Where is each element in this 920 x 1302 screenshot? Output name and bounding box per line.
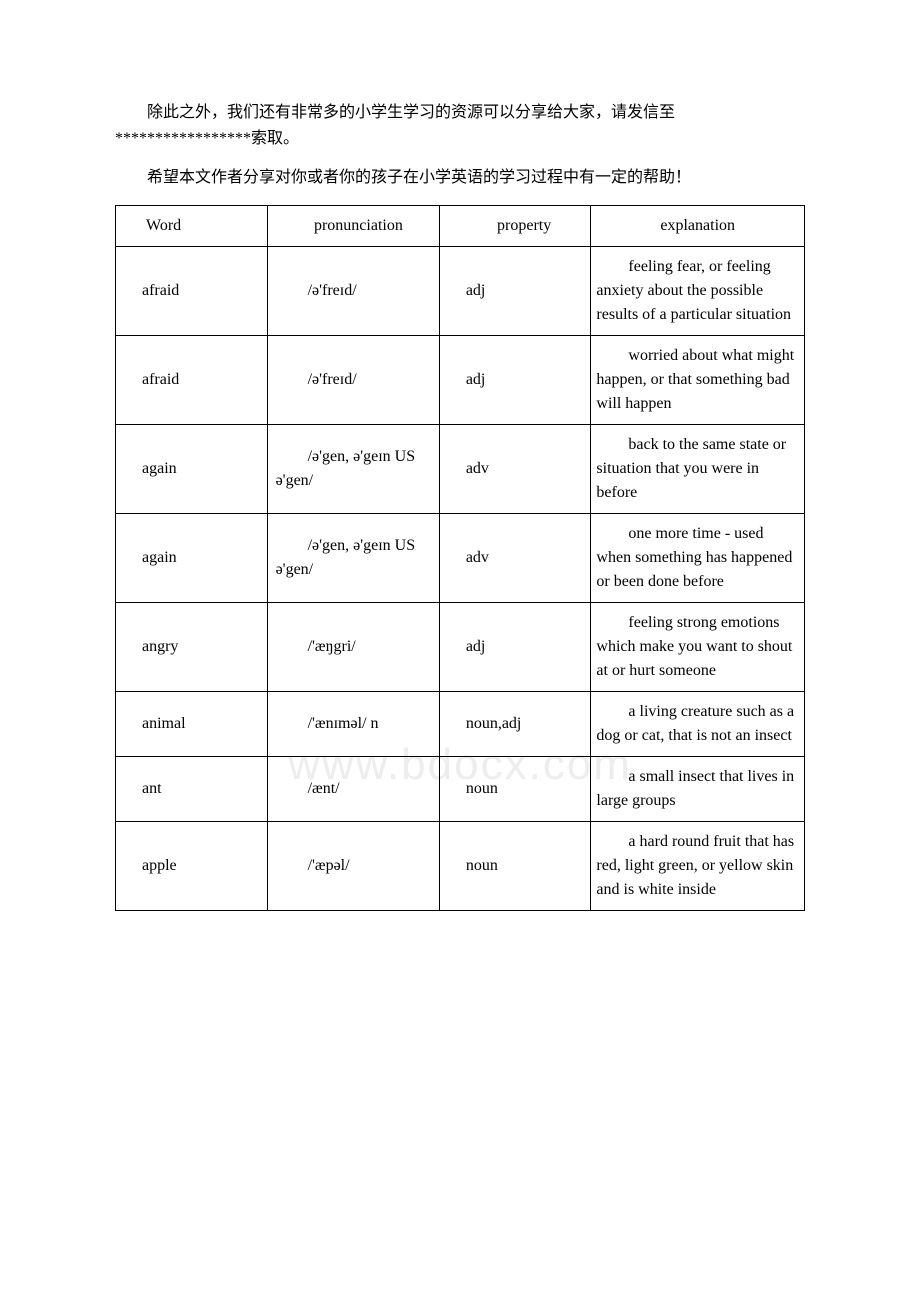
cell-explanation: one more time - used when something has … [591, 513, 805, 602]
cell-property: noun [439, 821, 591, 910]
cell-word: ant [116, 756, 268, 821]
cell-property: adj [439, 602, 591, 691]
table-row: apple /'æpəl/ noun a hard round fruit th… [116, 821, 805, 910]
cell-word: again [116, 513, 268, 602]
cell-property: noun,adj [439, 691, 591, 756]
intro-paragraph-2: 希望本文作者分享对你或者你的孩子在小学英语的学习过程中有一定的帮助！ [115, 165, 805, 191]
header-explanation: explanation [591, 205, 805, 246]
intro-paragraph-1: 除此之外，我们还有非常多的小学生学习的资源可以分享给大家，请发信至*******… [115, 100, 805, 151]
cell-word: animal [116, 691, 268, 756]
table-row: again /ə'gen, ə'geɪn US ə'gen/ adv one m… [116, 513, 805, 602]
cell-word: afraid [116, 246, 268, 335]
cell-word: angry [116, 602, 268, 691]
cell-property: adv [439, 424, 591, 513]
table-row: ant /ænt/ noun a small insect that lives… [116, 756, 805, 821]
cell-explanation: a small insect that lives in large group… [591, 756, 805, 821]
table-header-row: Word pronunciation property explanation [116, 205, 805, 246]
cell-word: again [116, 424, 268, 513]
cell-word: afraid [116, 335, 268, 424]
page: www.bdocx.com 除此之外，我们还有非常多的小学生学习的资源可以分享给… [115, 100, 805, 911]
cell-pronunciation: /ə'freɪd/ [267, 246, 439, 335]
cell-pronunciation: /'æpəl/ [267, 821, 439, 910]
cell-pronunciation: /'ænɪməl/ n [267, 691, 439, 756]
header-pronunciation: pronunciation [267, 205, 439, 246]
cell-explanation: feeling strong emotions which make you w… [591, 602, 805, 691]
table-row: afraid /ə'freɪd/ adj feeling fear, or fe… [116, 246, 805, 335]
cell-pronunciation: /ə'freɪd/ [267, 335, 439, 424]
cell-property: noun [439, 756, 591, 821]
cell-pronunciation: /ænt/ [267, 756, 439, 821]
table-row: again /ə'gen, ə'geɪn US ə'gen/ adv back … [116, 424, 805, 513]
content-area: 除此之外，我们还有非常多的小学生学习的资源可以分享给大家，请发信至*******… [115, 100, 805, 911]
cell-explanation: worried about what might happen, or that… [591, 335, 805, 424]
table-row: afraid /ə'freɪd/ adj worried about what … [116, 335, 805, 424]
vocabulary-table: Word pronunciation property explanation … [115, 205, 805, 911]
table-row: angry /'æŋgri/ adj feeling strong emotio… [116, 602, 805, 691]
cell-pronunciation: /ə'gen, ə'geɪn US ə'gen/ [267, 513, 439, 602]
header-word: Word [116, 205, 268, 246]
cell-explanation: back to the same state or situation that… [591, 424, 805, 513]
cell-word: apple [116, 821, 268, 910]
cell-explanation: a living creature such as a dog or cat, … [591, 691, 805, 756]
cell-pronunciation: /ə'gen, ə'geɪn US ə'gen/ [267, 424, 439, 513]
cell-property: adj [439, 246, 591, 335]
cell-property: adj [439, 335, 591, 424]
cell-property: adv [439, 513, 591, 602]
cell-explanation: a hard round fruit that has red, light g… [591, 821, 805, 910]
cell-pronunciation: /'æŋgri/ [267, 602, 439, 691]
cell-explanation: feeling fear, or feeling anxiety about t… [591, 246, 805, 335]
header-property: property [439, 205, 591, 246]
table-row: animal /'ænɪməl/ n noun,adj a living cre… [116, 691, 805, 756]
